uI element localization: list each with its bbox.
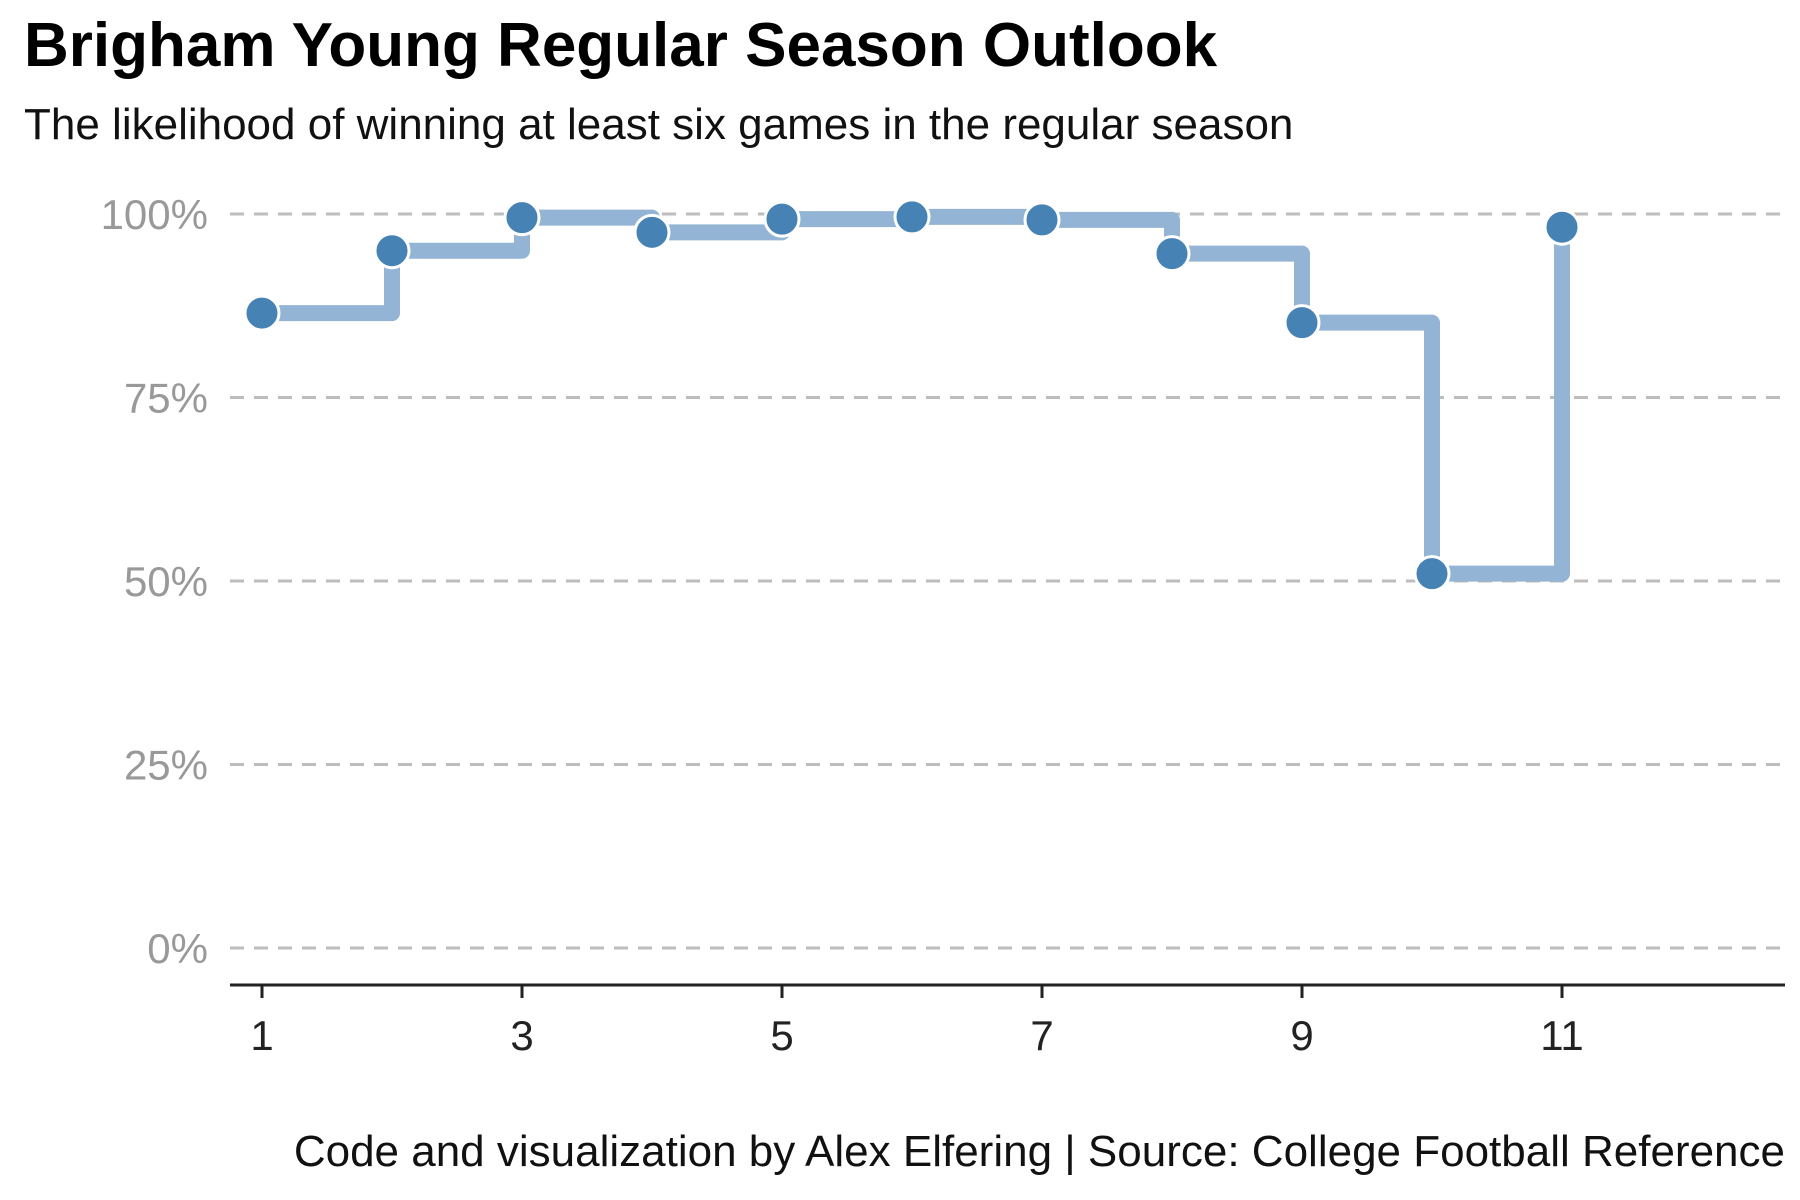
chart-caption: Code and visualization by Alex Elfering … <box>293 1127 1785 1176</box>
data-point <box>1153 235 1191 273</box>
step-line <box>262 208 1570 582</box>
chart-subtitle: The likelihood of winning at least six g… <box>24 100 1294 149</box>
data-point <box>763 200 801 238</box>
data-point <box>633 213 671 251</box>
data-point <box>1543 208 1581 246</box>
x-axis: 1 3 5 7 9 11 <box>230 983 1785 1059</box>
data-point <box>1413 555 1451 593</box>
y-tick-label: 25% <box>124 742 208 789</box>
y-tick-label: 0% <box>147 925 208 972</box>
chart-title: Brigham Young Regular Season Outlook <box>24 11 1218 80</box>
data-point <box>373 232 411 270</box>
y-tick-label: 50% <box>124 558 208 605</box>
data-point <box>893 198 931 236</box>
data-point <box>1283 304 1321 342</box>
y-tick-label: 100% <box>101 191 208 238</box>
series-line <box>262 208 1570 582</box>
x-tick-label: 1 <box>250 1012 273 1059</box>
data-point <box>243 294 281 332</box>
x-tick-label: 11 <box>1540 1012 1584 1059</box>
x-tick-label: 5 <box>770 1012 793 1059</box>
y-axis-ticks: 0% 25% 50% 75% 100% <box>101 191 208 972</box>
data-point <box>1023 201 1061 239</box>
data-point <box>503 199 541 237</box>
x-tick-label: 9 <box>1290 1012 1313 1059</box>
x-tick-label: 7 <box>1030 1012 1053 1059</box>
x-tick-label: 3 <box>510 1012 533 1059</box>
y-tick-label: 75% <box>124 375 208 422</box>
data-points <box>243 198 1581 593</box>
